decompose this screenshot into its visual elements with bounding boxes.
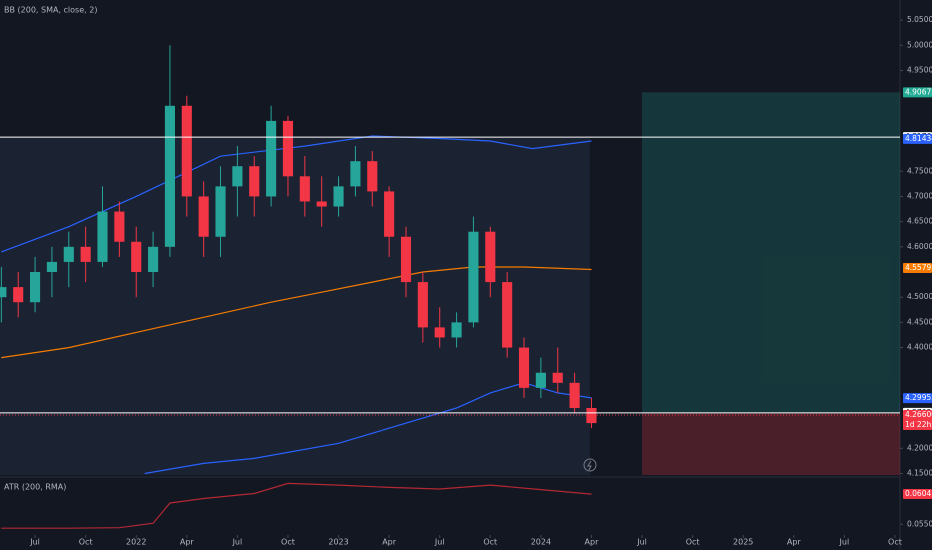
price-label: 4.29953	[905, 393, 932, 402]
indicator-line	[144, 382, 592, 475]
x-tick-label: Jul	[839, 538, 850, 547]
candle-body	[148, 246, 159, 273]
candle-body	[114, 211, 125, 242]
x-tick-label: Oct	[79, 538, 93, 547]
candle-body	[97, 211, 108, 262]
y-tick-label: 4.40000	[907, 343, 932, 352]
candle-body	[468, 231, 479, 323]
candle-body	[485, 231, 496, 283]
x-tick-label: Jul	[232, 538, 243, 547]
candle-body	[569, 382, 580, 409]
x-tick-label: 2024	[531, 538, 551, 547]
candle-body	[63, 246, 74, 262]
price-label: 4.26600	[905, 410, 932, 419]
x-tick-label: 2025	[733, 538, 753, 547]
x-tick-label: 2022	[126, 538, 146, 547]
price-label-box	[903, 133, 932, 144]
y-tick-label: 4.95000	[907, 66, 932, 75]
candle-body	[198, 196, 209, 237]
candle-body	[266, 120, 277, 197]
x-tick-label: 2023	[328, 538, 348, 547]
candle-body	[552, 372, 563, 383]
y-tick-label: 4.60000	[907, 242, 932, 251]
y-tick-label: 5.00000	[907, 40, 932, 49]
band-fill	[0, 137, 590, 475]
candle-body	[164, 105, 176, 247]
candle-body	[30, 272, 41, 303]
y-tick-label: 4.20000	[907, 443, 932, 452]
candle-body	[232, 166, 243, 187]
candle-body	[215, 186, 226, 237]
price-label-box	[903, 263, 932, 274]
y2-tick-label: 0.05500	[907, 519, 932, 528]
candle-body	[282, 120, 294, 177]
candle-body	[46, 261, 57, 273]
candle-body	[367, 161, 378, 192]
y-tick-label: 4.45000	[907, 317, 932, 326]
candle-body	[316, 201, 327, 207]
candle-body	[0, 287, 7, 298]
x-tick-label: Jul	[29, 538, 40, 547]
candle-body	[434, 327, 445, 338]
candle-body	[586, 408, 597, 424]
y-tick-label: 4.75000	[907, 166, 932, 175]
candle-body	[299, 176, 310, 202]
price-label-box	[903, 393, 932, 404]
y-tick-label: 5.05000	[907, 15, 932, 24]
candle-body	[502, 282, 513, 348]
y-tick-label: 4.70000	[907, 191, 932, 200]
candle-body	[451, 322, 462, 338]
x-tick-label: Oct	[483, 538, 497, 547]
atr-label: 0.06041	[905, 489, 932, 498]
x-tick-label: Oct	[686, 538, 700, 547]
x-tick-label: Oct	[281, 538, 295, 547]
candle-body	[13, 287, 24, 303]
atr-label-box	[903, 489, 932, 500]
target-zone	[642, 92, 900, 413]
x-tick-label: Jul	[636, 538, 647, 547]
x-tick-label: Apr	[585, 538, 600, 547]
x-tick-label: Apr	[382, 538, 397, 547]
candle-body	[333, 186, 344, 207]
price-label: 4.55793	[905, 263, 932, 272]
indicator-label: ATR (200, RMA)	[4, 483, 66, 492]
candle-body	[518, 347, 530, 388]
y-tick-label: 4.65000	[907, 217, 932, 226]
price-label: 4.90672	[905, 87, 932, 96]
x-tick-label: Apr	[180, 538, 195, 547]
candle-body	[131, 241, 142, 273]
x-tick-label: Jul	[434, 538, 445, 547]
stop-zone	[642, 412, 900, 475]
atr-line	[1, 482, 592, 529]
candle-body	[535, 372, 546, 388]
candle-body	[249, 166, 260, 197]
alert-icon[interactable]	[583, 458, 597, 472]
x-tick-label: Apr	[787, 538, 802, 547]
countdown-label: 1d 22h	[905, 420, 931, 429]
indicator-label: BB (200, SMA, close, 2)	[4, 6, 97, 15]
candle-body	[384, 191, 395, 237]
candle-body	[400, 236, 412, 283]
price-label-box	[903, 87, 932, 98]
candle-body	[417, 282, 428, 328]
alert-icon-bolt	[587, 460, 592, 471]
candle-body	[80, 246, 91, 262]
x-tick-label: Oct	[888, 538, 902, 547]
price-label-box	[903, 410, 932, 431]
candle-body	[350, 161, 361, 187]
candle-body	[181, 105, 192, 197]
y-tick-label: 4.50000	[907, 292, 932, 301]
